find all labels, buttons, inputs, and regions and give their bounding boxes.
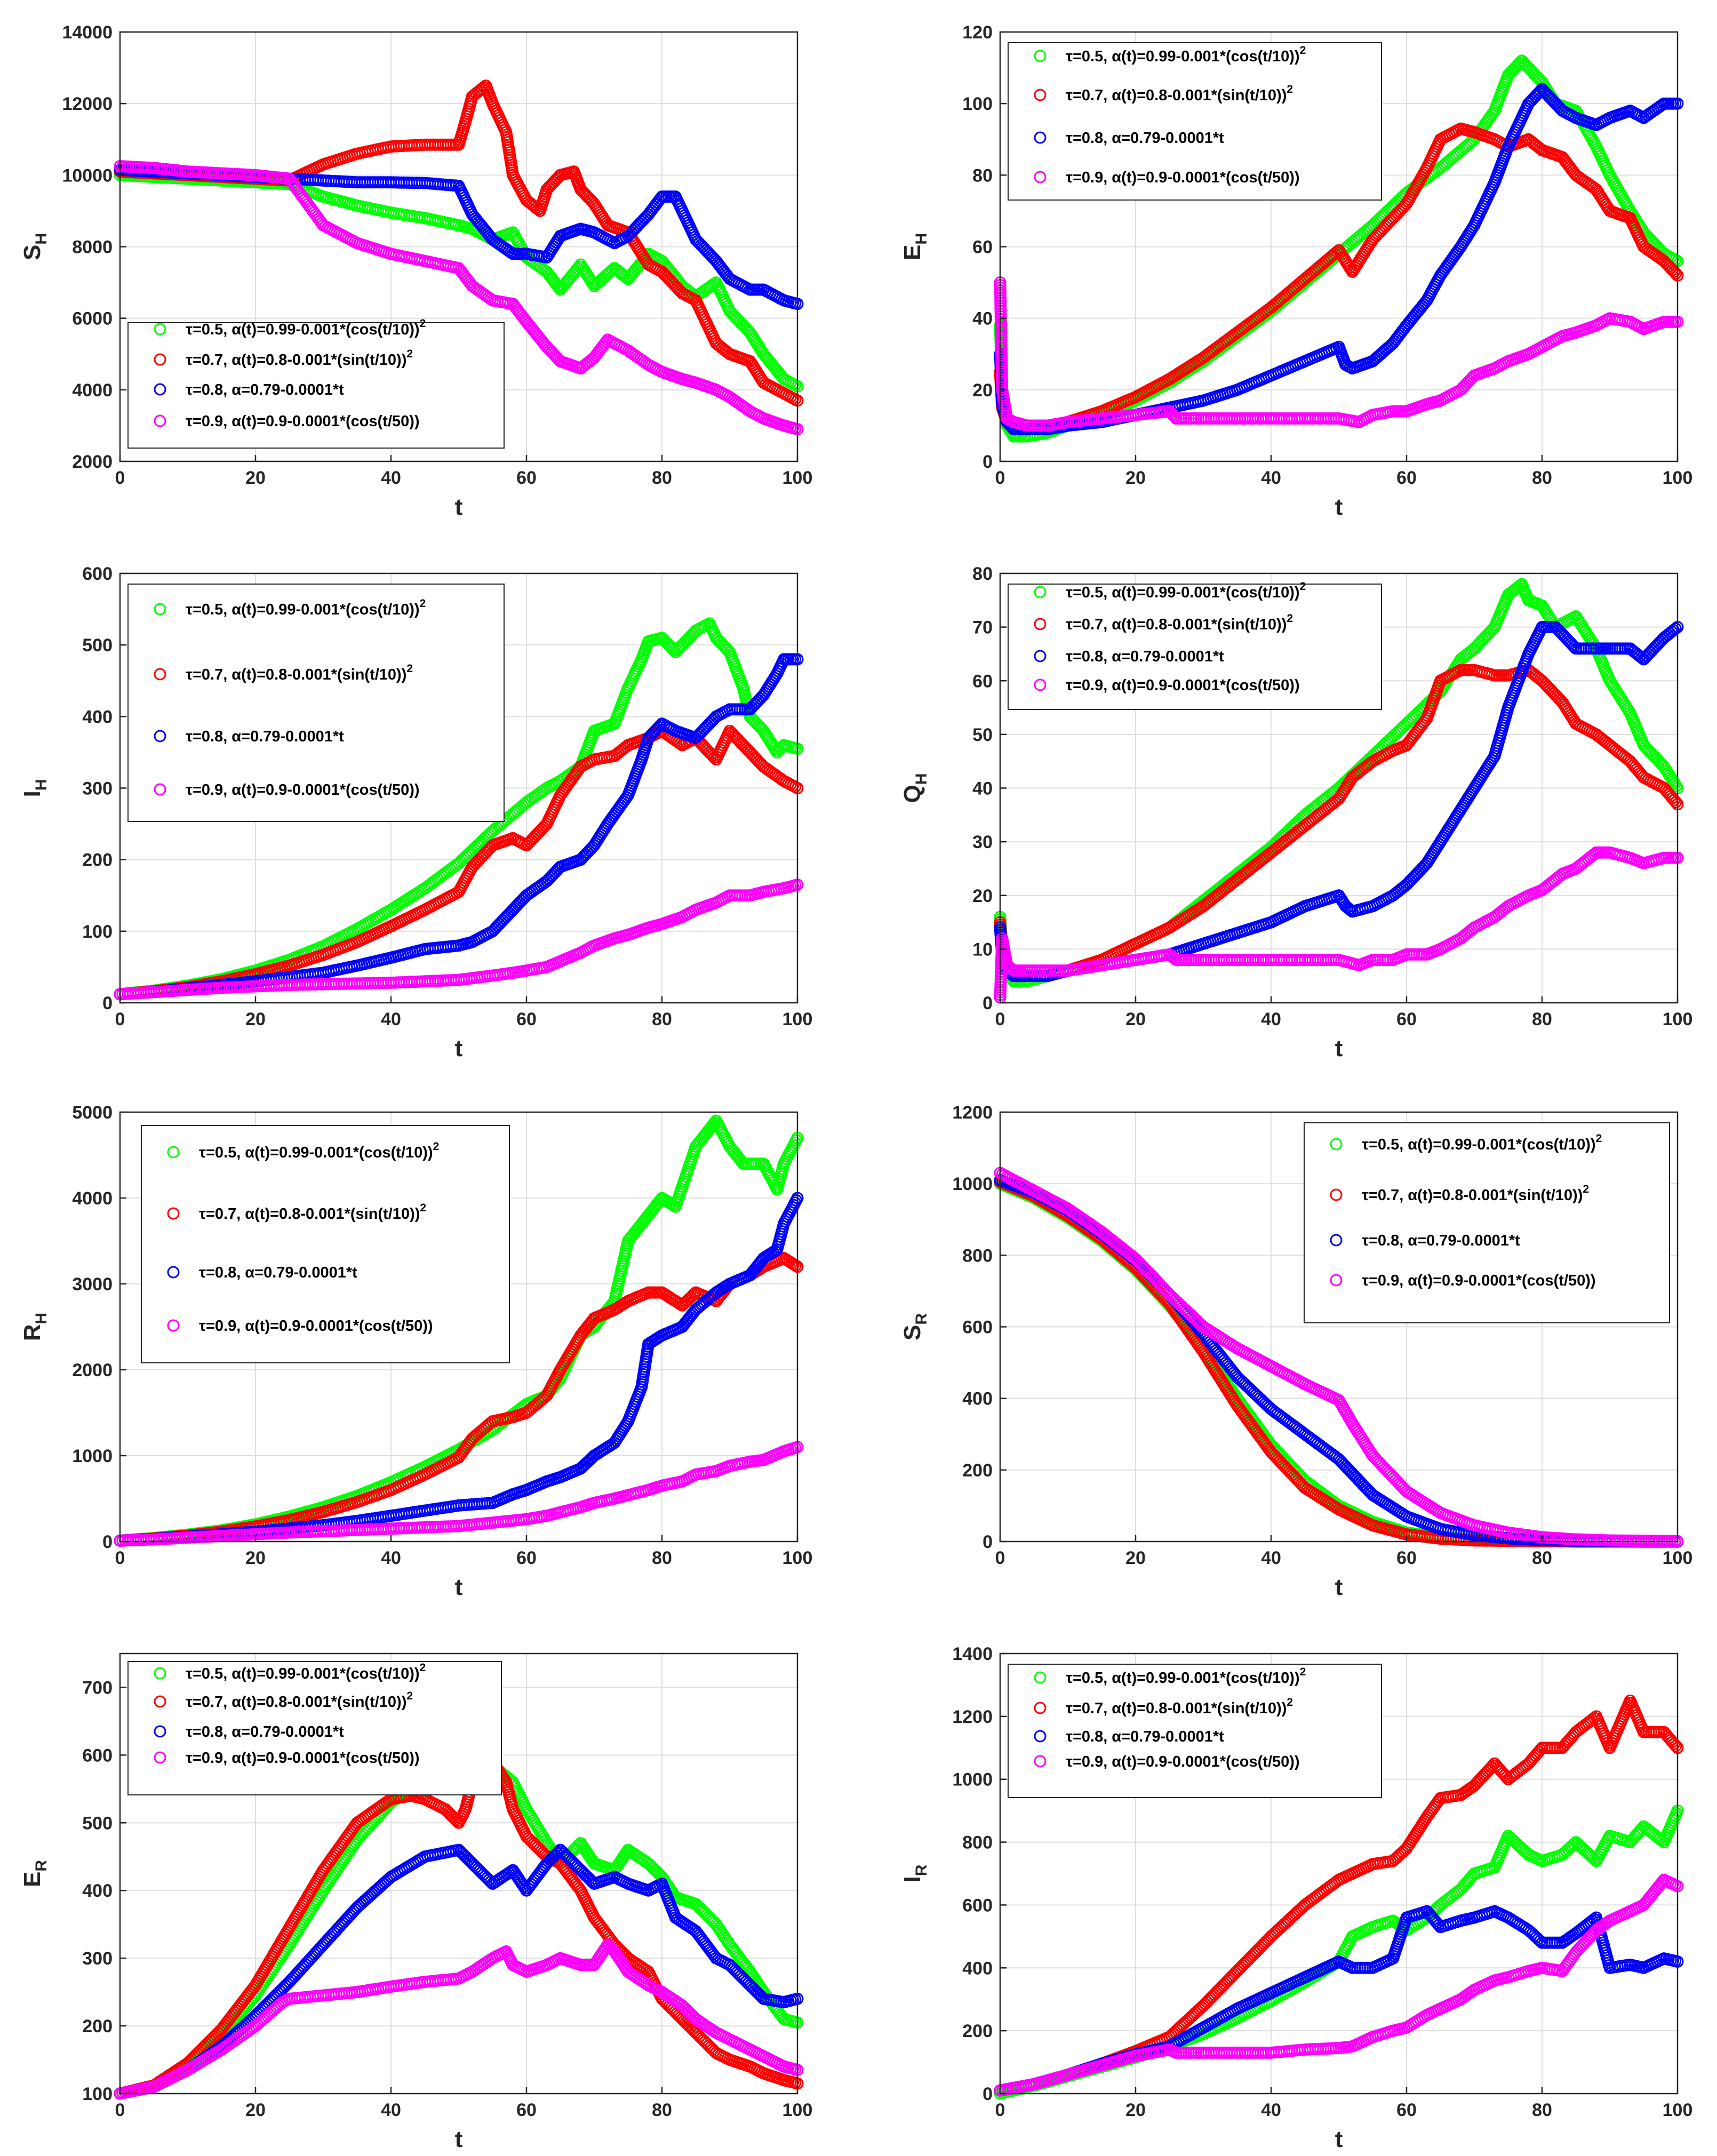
- panel1-legend: τ=0.5, α(t)=0.99-0.001*(cos(t/10))2τ=0.7…: [127, 317, 505, 449]
- panel1-legend-entry-1-sup: 2: [420, 317, 426, 330]
- panel3-ylabel-sub: H: [33, 779, 50, 791]
- panel1-ytick-label-14000: 14000: [62, 22, 113, 43]
- panel1-series-2-point-18-5: [530, 202, 542, 214]
- panel3-legend-entry-1-text: τ=0.5, α(t)=0.99-0.001*(cos(t/10)): [186, 601, 420, 618]
- panel3: 0 20 40 60 80 1000100200300400500600tIHτ=0.5,…: [19, 564, 812, 1061]
- panel2-ylabel-sub: H: [913, 233, 930, 245]
- panel2-ytick-label-20: 20: [972, 380, 993, 401]
- panel2-ytick-label-60: 60: [972, 237, 993, 258]
- panel3-ytick-label-400: 400: [82, 707, 113, 727]
- panel1-legend-entry-4-text: τ=0.9, α(t)=0.9-0.0001*(cos(t/50)): [186, 413, 420, 430]
- panel3-legend-entry-3: τ=0.8, α=0.79-0.0001*t: [186, 728, 344, 745]
- panel1-ytick-label-4000: 4000: [72, 380, 113, 401]
- panel1-series-3: [114, 163, 804, 310]
- panel3-xtick-label-60: 60: [516, 1009, 537, 1029]
- panel1-ytick-label-8000: 8000: [72, 237, 113, 258]
- panel3-ytick-label-100: 100: [82, 922, 113, 942]
- panel1-series-1-point-24-6: [688, 289, 700, 301]
- panel1-legend-entry-1-text: τ=0.5, α(t)=0.99-0.001*(cos(t/10)): [186, 321, 420, 338]
- panel2-xtick-label-60: 60: [1396, 468, 1417, 488]
- panel1-xtick-label-80: 80: [652, 468, 672, 488]
- panel3-ytick-label-0: 0: [102, 993, 113, 1013]
- panel1-series-2-point-13-5: [476, 82, 488, 95]
- panel3-xtick-label-80: 80: [652, 1009, 672, 1029]
- panel3-ylabel: IH: [19, 779, 50, 797]
- panel2-ytick-label-100: 100: [962, 94, 993, 114]
- panel2-ytick-label-80: 80: [972, 165, 993, 186]
- panel1-ytick-label-2000: 2000: [72, 452, 113, 472]
- panel2-legend: τ=0.5, α(t)=0.99-0.001*(cos(t/10))2τ=0.7…: [1008, 42, 1382, 201]
- panel3-legend-entry-4-text: τ=0.9, α(t)=0.9-0.0001*(cos(t/50)): [186, 781, 420, 798]
- panel3-xtick-label-20: 20: [245, 1009, 266, 1029]
- panel2-ylabel-main: E: [899, 245, 925, 260]
- panel2-xlabel: t: [1335, 494, 1343, 520]
- panel1-legend-entry-4: τ=0.9, α(t)=0.9-0.0001*(cos(t/50)): [186, 413, 420, 430]
- panel1-ylabel: SH: [19, 233, 50, 260]
- panel3-xtick-label-0: 0: [115, 1009, 125, 1029]
- panel3-legend-entry-2-text: τ=0.7, α(t)=0.8-0.001*(sin(t/10)): [186, 666, 406, 683]
- panel1-xtick-label-40: 40: [381, 468, 401, 488]
- panel3-ytick-label-200: 200: [82, 850, 113, 871]
- panel2-ytick-label-120: 120: [962, 22, 993, 43]
- panel2-ylabel: EH: [899, 233, 930, 260]
- panel2-legend-entry-1-sup: 2: [1300, 44, 1306, 57]
- panel2-xtick-label-0: 0: [995, 468, 1005, 488]
- panel1-series-1-point-29-12: [776, 371, 789, 384]
- panel3-legend-entry-2-sup: 2: [406, 662, 413, 675]
- panel1-ytick-label-10000: 10000: [62, 165, 113, 186]
- panel2-legend-entry-3: τ=0.8, α=0.79-0.0001*t: [1066, 130, 1224, 147]
- panel1-ylabel-sub: H: [33, 233, 50, 245]
- panel1-series-1-point-19-9: [604, 265, 617, 278]
- panel1-ylabel-main: S: [19, 245, 45, 260]
- panel3-legend-entry-1-sup: 2: [420, 597, 426, 610]
- panel1-xtick-label-0: 0: [115, 468, 125, 488]
- panel1-legend-entry-3: τ=0.8, α=0.79-0.0001*t: [186, 381, 344, 398]
- panel1-legend-entry-3-text: τ=0.8, α=0.79-0.0001*t: [186, 381, 344, 398]
- panel3-ylabel-main: I: [19, 790, 45, 797]
- panel1-legend-entry-2-text: τ=0.7, α(t)=0.8-0.001*(sin(t/10)): [186, 352, 406, 369]
- panel3-ytick-label-600: 600: [82, 564, 113, 584]
- panel1-xtick-label-100: 100: [782, 468, 813, 488]
- panel2-legend-entry-4: τ=0.9, α(t)=0.9-0.0001*(cos(t/50)): [1066, 169, 1300, 186]
- panel1-series-1-point-19-10: [606, 263, 619, 276]
- panel3-ytick-label-500: 500: [82, 635, 113, 656]
- panel3-xlabel: t: [455, 1035, 463, 1061]
- panel2-legend-entry-4-text: τ=0.9, α(t)=0.9-0.0001*(cos(t/50)): [1066, 169, 1300, 186]
- panel1-ytick-label-12000: 12000: [62, 94, 113, 114]
- panel3-legend-entry-3-text: τ=0.8, α=0.79-0.0001*t: [186, 728, 344, 745]
- panel2-legend-entry-2-text: τ=0.7, α(t)=0.8-0.001*(sin(t/10)): [1066, 87, 1287, 104]
- panel2-xtick-label-100: 100: [1663, 468, 1693, 488]
- panel1-xlabel: t: [455, 494, 463, 520]
- panel3-xtick-label-100: 100: [782, 1009, 813, 1029]
- panel2-legend-entry-1-text: τ=0.5, α(t)=0.99-0.001*(cos(t/10)): [1066, 48, 1300, 65]
- panel1-xtick-label-20: 20: [245, 468, 266, 488]
- panel2-legend-entry-2-sup: 2: [1287, 83, 1293, 95]
- panel1-series-4: [114, 160, 804, 436]
- panel3-xtick-label-40: 40: [381, 1009, 401, 1029]
- panel3-legend: τ=0.5, α(t)=0.99-0.001*(cos(t/10))2τ=0.7…: [127, 584, 505, 822]
- panel3-legend-entry-4: τ=0.9, α(t)=0.9-0.0001*(cos(t/50)): [186, 781, 420, 798]
- panel1-ytick-label-6000: 6000: [72, 309, 113, 329]
- panel1-legend-entry-2-sup: 2: [406, 348, 413, 360]
- panel2-xtick-label-40: 40: [1261, 468, 1281, 488]
- panel2-ytick-label-40: 40: [972, 309, 993, 329]
- panel2-ytick-label-0: 0: [983, 452, 993, 472]
- panel2-xtick-label-20: 20: [1125, 468, 1146, 488]
- panel1: 0 20 40 60 80 100 2000 4000 6000 8000 10000 12000 14…: [19, 22, 812, 520]
- panel1-xtick-label-60: 60: [516, 468, 537, 488]
- panel1-series-1-point-20-5: [618, 269, 630, 282]
- panel2-legend-entry-3-text: τ=0.8, α=0.79-0.0001*t: [1066, 130, 1224, 147]
- panel3-ytick-label-300: 300: [82, 779, 113, 799]
- panel2-xtick-label-80: 80: [1532, 468, 1552, 488]
